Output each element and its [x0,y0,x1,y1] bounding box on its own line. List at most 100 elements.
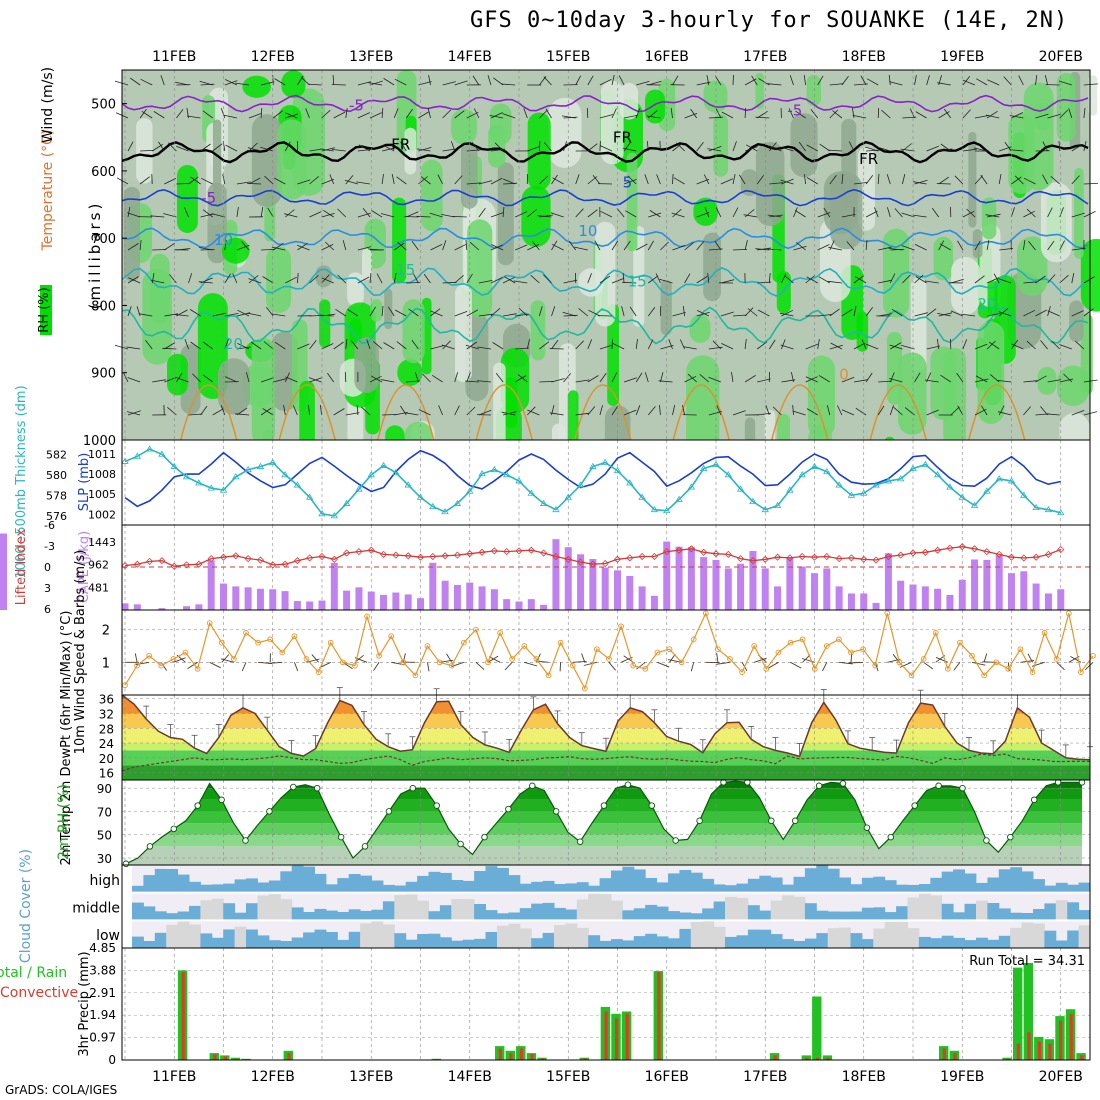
wind-barb [466,309,479,317]
wind-barb [224,339,229,350]
lifted-index-point [244,555,252,563]
wind-speed-point [969,652,975,659]
wind-barb [397,241,407,251]
wind-barb [408,308,419,317]
rh2m-point [1030,796,1038,804]
wind-barb [646,140,649,152]
cloud-cell [1044,930,1057,948]
wind-barb [1035,309,1047,317]
cape-bar [318,600,326,610]
cape-bar [1008,573,1015,610]
cloud-cell [1055,882,1068,893]
lifted-index-point [638,552,646,561]
wind-barb [575,412,590,416]
precip-bars [177,963,1086,1060]
cloud-cell [246,878,258,893]
cloud-cell [645,878,658,893]
cloud-cell [451,940,464,948]
contour-label: 0 [839,365,849,383]
cloud-axis-label: Cloud Cover (%) [18,849,34,963]
rh-cell [242,75,271,98]
cloud-cell [759,929,772,948]
wind-barb [478,207,486,218]
cloud-cell [804,868,817,893]
wind-speed-point [823,643,830,649]
isotherm-line [121,267,1089,297]
pressure-axis-label: (millibars) [86,201,104,310]
cloud-cell [1021,871,1034,893]
wind-barb [757,309,770,317]
rh-cell [451,108,477,145]
precip-convective-bar [213,1054,217,1060]
wind-barb [331,84,346,86]
wind-barb [563,279,578,284]
wind-barb [1010,339,1019,350]
rh2m-band [126,846,1082,865]
lifted-index-point [318,552,326,561]
thickness-point [527,489,536,496]
cloud-cell [291,907,304,921]
contour-label: -5 [787,102,802,120]
wind-barb [611,240,619,251]
cloud-cell [839,877,851,893]
lifted-index-point [293,557,301,565]
wind-barb [190,341,201,350]
wind-barb [416,215,431,218]
cape-bar [232,586,240,610]
precip-convective-bar [826,1057,830,1060]
wind-barb [1058,140,1061,152]
rh2m-point [529,782,536,790]
cloud-cell [143,875,156,893]
wind-barb [332,74,335,86]
cloud-cell [645,904,658,921]
wind-barb [744,307,754,317]
wind-barb [627,175,637,185]
wind-barb [708,376,722,383]
thickness-point [256,462,265,469]
thickness-point [355,485,363,492]
wind-barb [792,410,806,416]
lifted-index-point [983,548,991,556]
warm-contour [770,384,829,441]
date-tick-label-top: 18FEB [842,49,886,65]
wind-barb [175,81,189,86]
cape-bar [256,588,264,610]
wind-barb [715,207,722,218]
wind-barb [971,661,986,666]
wind-barb [393,242,405,251]
wind-barb [335,308,347,317]
wind-barb [438,405,443,416]
wind-barb [647,306,656,317]
thickness-point [330,512,339,519]
wind-barb [592,175,601,185]
wind-barb [126,411,141,416]
cape-bar [183,606,191,610]
wind-barb [635,108,641,119]
thickness-point [860,489,868,496]
wind-barb [861,339,867,350]
wind-barb [539,214,554,218]
wind-barb [454,80,468,86]
wind-barb [586,107,589,119]
cloud-cell [439,937,452,948]
thickness-line [124,448,1061,517]
wind-barb [720,311,734,317]
dewpoint-line [121,753,1091,772]
wind-barb [923,661,934,670]
thickness-point [749,497,757,504]
wind-barb [841,214,856,218]
wind-barb [361,406,371,416]
cloud-cell [280,871,293,893]
rh-cell [277,119,307,200]
wind-barb [901,345,915,350]
cloud-cell [747,878,760,893]
wind-barb [1047,274,1056,284]
cloud-cell [998,908,1011,921]
wind-barb [1056,661,1065,671]
wind-barb [938,240,945,251]
thickness-point [626,479,634,486]
wind-speed-line [124,611,1094,691]
wind-barb [806,408,818,416]
lifted-index-point [416,553,425,561]
